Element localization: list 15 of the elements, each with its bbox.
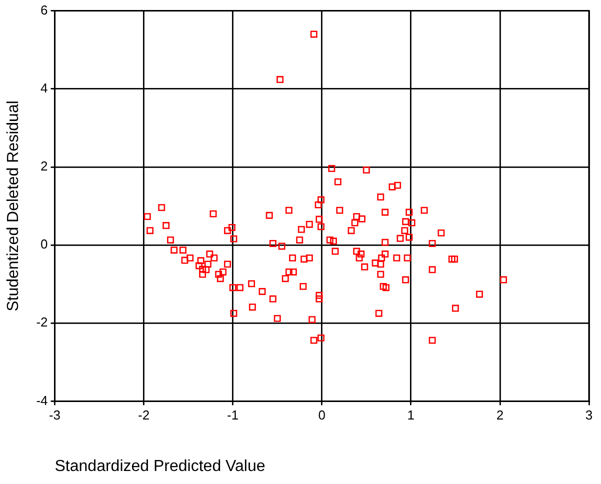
x-tick-label: 2 <box>496 408 504 423</box>
x-tick-label: 0 <box>318 408 326 423</box>
y-tick-label: -4 <box>36 392 48 408</box>
x-axis-title: Standardized Predicted Value <box>54 458 266 475</box>
x-tick-label: -3 <box>48 408 61 423</box>
y-tick-label: 2 <box>40 158 48 174</box>
x-tick-label: -1 <box>227 408 239 423</box>
y-tick-label: 4 <box>40 80 48 96</box>
x-tick-label: 3 <box>585 408 593 423</box>
x-tick-label: 1 <box>407 408 415 423</box>
x-tick-label: -2 <box>138 408 150 423</box>
y-tick-label: 0 <box>40 236 48 252</box>
y-tick-label: -2 <box>36 314 48 330</box>
y-axis-title: Studentized Deleted Residual <box>5 100 22 312</box>
y-tick-label: 6 <box>40 2 48 18</box>
